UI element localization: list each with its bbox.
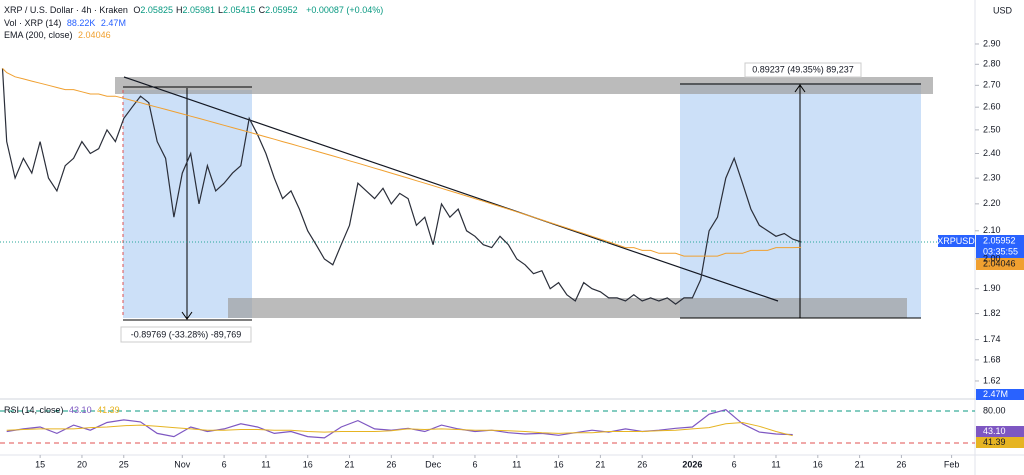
y-tick-label: 80.00 — [983, 405, 1006, 415]
badge-text: 43.10 — [983, 426, 1006, 436]
x-tick-label: 11 — [771, 459, 780, 469]
badge-text: 2.47M — [983, 389, 1008, 399]
badge — [976, 389, 1024, 400]
series-line — [1, 68, 802, 305]
y-tick-label: 2.90 — [983, 38, 1001, 48]
x-tick-label: 11 — [261, 459, 270, 469]
rsi-value: 41.39 — [97, 405, 120, 415]
x-tick-label: 26 — [386, 459, 396, 469]
volume-value: 88.22K — [66, 18, 96, 28]
y-tick-label: 1.62 — [983, 375, 1001, 385]
x-tick-label: 6 — [732, 459, 737, 469]
badge-text: 41.39 — [983, 437, 1006, 447]
y-tick-label: 2.60 — [983, 102, 1001, 112]
x-tick-label: Feb — [944, 459, 960, 469]
x-tick-label: 16 — [813, 459, 823, 469]
y-tick-label: 1.90 — [983, 283, 1001, 293]
x-tick-label: 21 — [855, 459, 865, 469]
measure-label: 0.89237 (49.35%) 89,237 — [752, 64, 854, 74]
x-tick-label: 26 — [896, 459, 906, 469]
ohlc-label: L — [218, 5, 224, 15]
change: +0.00087 (+0.04%) — [306, 5, 384, 15]
x-tick-label: Dec — [425, 459, 442, 469]
badge — [976, 258, 1024, 270]
badge-text: 03:35:55 — [983, 246, 1018, 256]
x-tick-label: 25 — [119, 459, 129, 469]
measure-label: -0.89769 (-33.28%) -89,769 — [131, 329, 242, 339]
ohlc: O2.05825 H2.05981 L2.05415 C2.05952 — [133, 5, 300, 15]
y-tick-label: 2.40 — [983, 148, 1001, 158]
ema-label: EMA (200, close) — [4, 30, 73, 40]
ohlc-label: H — [175, 5, 183, 15]
y-tick-label: 1.74 — [983, 334, 1001, 344]
x-tick-label: 6 — [222, 459, 227, 469]
rsi-label: RSI (14, close) — [4, 405, 64, 415]
x-tick-label: 16 — [554, 459, 564, 469]
arrow-head — [794, 84, 806, 93]
y-tick-label: 2.80 — [983, 59, 1001, 69]
series-line — [6, 421, 793, 437]
badge — [976, 437, 1024, 448]
badge-text: 2.04046 — [983, 258, 1016, 268]
ohlc-value: 2.05952 — [265, 5, 298, 15]
ema-value: 2.04046 — [78, 30, 111, 40]
zone-box — [228, 298, 907, 318]
x-tick-label: 21 — [345, 459, 355, 469]
volume-label: Vol · XRP (14) — [4, 18, 62, 28]
ohlc-value: 2.05415 — [223, 5, 256, 15]
badge — [938, 235, 975, 247]
y-tick-label: 2.00 — [983, 253, 1001, 263]
badge — [976, 426, 1024, 437]
ohlc-value: 2.05825 — [140, 5, 173, 15]
y-tick-label: 2.70 — [983, 80, 1001, 90]
y-tick-label: 2.10 — [983, 225, 1001, 235]
y-tick-label: 2.50 — [983, 124, 1001, 134]
arrow-head — [181, 311, 193, 320]
ohlc-label: C — [258, 5, 266, 15]
label-box — [744, 62, 862, 78]
volume-value: 2.47M — [100, 18, 126, 28]
ohlc-value: 2.05981 — [182, 5, 216, 15]
trend-line — [123, 76, 779, 302]
x-tick-label: 2026 — [682, 459, 702, 469]
header-line: EMA (200, close) 2.04046 — [4, 30, 114, 40]
x-tick-label: 6 — [472, 459, 477, 469]
y-tick-label: 2.30 — [983, 173, 1001, 183]
header-line: RSI (14, close) 43.10 41.39 — [4, 405, 123, 415]
header-line: Vol · XRP (14) 88.22K 2.47M — [4, 18, 129, 28]
rsi-value: 43.10 — [69, 405, 92, 415]
badge — [976, 235, 1024, 258]
x-tick-label: 16 — [303, 459, 313, 469]
series-line — [6, 409, 793, 439]
y-tick-label: 1.68 — [983, 354, 1001, 364]
y-tick-label: 2.20 — [983, 198, 1001, 208]
y-tick-label: 1.82 — [983, 308, 1001, 318]
x-tick-label: Nov — [174, 459, 191, 469]
badge-text: XRPUSD — [937, 236, 975, 246]
zone-box — [115, 77, 933, 94]
x-tick-label: 11 — [512, 459, 521, 469]
x-tick-label: 15 — [35, 459, 45, 469]
ohlc-label: O — [133, 5, 141, 15]
header-line: XRP / U.S. Dollar · 4h · Kraken O2.05825… — [4, 5, 386, 15]
x-tick-label: 21 — [595, 459, 605, 469]
symbol: XRP / U.S. Dollar · 4h · Kraken — [4, 5, 128, 15]
label-box — [120, 326, 252, 343]
x-tick-label: 26 — [637, 459, 647, 469]
series-line — [2, 68, 802, 257]
badge-text: 2.05952 — [983, 235, 1016, 245]
x-tick-label: 20 — [77, 459, 87, 469]
currency: USD — [993, 5, 1013, 15]
